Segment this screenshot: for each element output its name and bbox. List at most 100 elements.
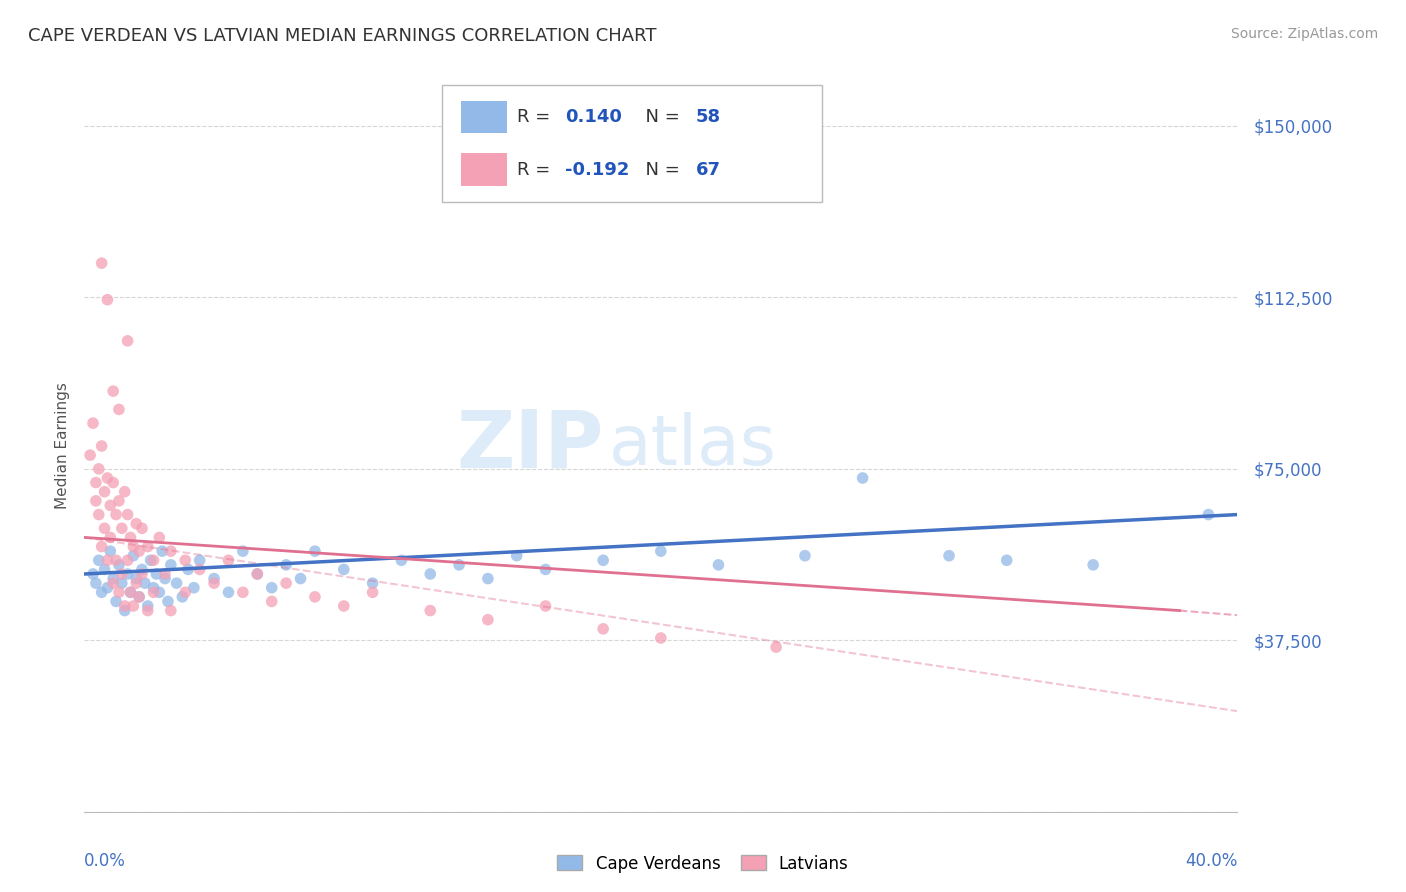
Point — [84, 475, 107, 490]
Point — [202, 572, 225, 586]
Point — [995, 553, 1018, 567]
Point — [148, 530, 170, 544]
Point — [534, 562, 557, 576]
Text: N =: N = — [634, 161, 686, 178]
Point — [218, 585, 240, 599]
Point — [117, 567, 139, 582]
Point — [938, 549, 960, 563]
Point — [153, 567, 176, 582]
Point — [125, 516, 148, 531]
Point — [98, 499, 121, 513]
Point — [419, 603, 441, 617]
Text: -0.192: -0.192 — [565, 161, 630, 178]
Point — [156, 594, 179, 608]
Point — [232, 585, 254, 599]
Text: 0.0%: 0.0% — [84, 852, 127, 870]
Point — [90, 540, 112, 554]
Point — [131, 562, 153, 576]
Point — [707, 558, 730, 572]
Point — [120, 530, 142, 544]
Point — [592, 622, 614, 636]
Point — [419, 567, 441, 582]
Point — [128, 590, 150, 604]
Point — [361, 585, 384, 599]
Point — [90, 585, 112, 599]
Point — [160, 603, 183, 617]
Point — [79, 448, 101, 462]
Point — [103, 576, 124, 591]
Point — [136, 540, 159, 554]
Point — [260, 594, 283, 608]
Point — [166, 576, 188, 591]
Point — [93, 521, 115, 535]
Point — [108, 402, 131, 417]
Point — [477, 572, 499, 586]
Point — [142, 553, 165, 567]
Point — [160, 544, 183, 558]
FancyBboxPatch shape — [441, 86, 823, 202]
Point — [188, 553, 211, 567]
Point — [131, 521, 153, 535]
Point — [172, 590, 194, 604]
Point — [145, 567, 167, 582]
Point — [111, 567, 134, 582]
Text: R =: R = — [517, 108, 555, 126]
Point — [160, 558, 183, 572]
Point — [114, 484, 136, 499]
Point — [105, 594, 128, 608]
Point — [1198, 508, 1220, 522]
Text: ZIP: ZIP — [456, 407, 603, 485]
Point — [87, 553, 110, 567]
Point — [218, 553, 240, 567]
Point — [139, 553, 162, 567]
Point — [114, 603, 136, 617]
Point — [108, 493, 131, 508]
Point — [134, 576, 156, 591]
Point — [93, 562, 115, 576]
Point — [131, 567, 153, 582]
Point — [852, 471, 875, 485]
Point — [650, 631, 672, 645]
Point — [103, 475, 124, 490]
Text: CAPE VERDEAN VS LATVIAN MEDIAN EARNINGS CORRELATION CHART: CAPE VERDEAN VS LATVIAN MEDIAN EARNINGS … — [28, 27, 657, 45]
Point — [136, 603, 159, 617]
Point — [361, 576, 384, 591]
Y-axis label: Median Earnings: Median Earnings — [55, 383, 70, 509]
Point — [103, 572, 124, 586]
Point — [96, 293, 118, 307]
Point — [105, 508, 128, 522]
Point — [120, 585, 142, 599]
FancyBboxPatch shape — [461, 153, 508, 186]
Point — [260, 581, 283, 595]
Point — [82, 567, 104, 582]
Point — [122, 599, 145, 613]
Point — [84, 576, 107, 591]
Text: 40.0%: 40.0% — [1185, 852, 1237, 870]
Point — [96, 471, 118, 485]
Point — [117, 553, 139, 567]
Point — [87, 508, 110, 522]
Text: 67: 67 — [696, 161, 720, 178]
Point — [150, 544, 173, 558]
Point — [82, 416, 104, 430]
Point — [117, 508, 139, 522]
Point — [98, 544, 121, 558]
Text: Source: ZipAtlas.com: Source: ZipAtlas.com — [1230, 27, 1378, 41]
Point — [117, 334, 139, 348]
Point — [290, 572, 312, 586]
Point — [202, 576, 225, 591]
Point — [174, 585, 197, 599]
Point — [125, 576, 148, 591]
Point — [246, 567, 269, 582]
Point — [449, 558, 471, 572]
Point — [111, 576, 134, 591]
Point — [506, 549, 529, 563]
Point — [90, 256, 112, 270]
Point — [333, 562, 356, 576]
Text: N =: N = — [634, 108, 686, 126]
Point — [534, 599, 557, 613]
Point — [174, 553, 197, 567]
Point — [111, 521, 134, 535]
Point — [333, 599, 356, 613]
Point — [96, 553, 118, 567]
